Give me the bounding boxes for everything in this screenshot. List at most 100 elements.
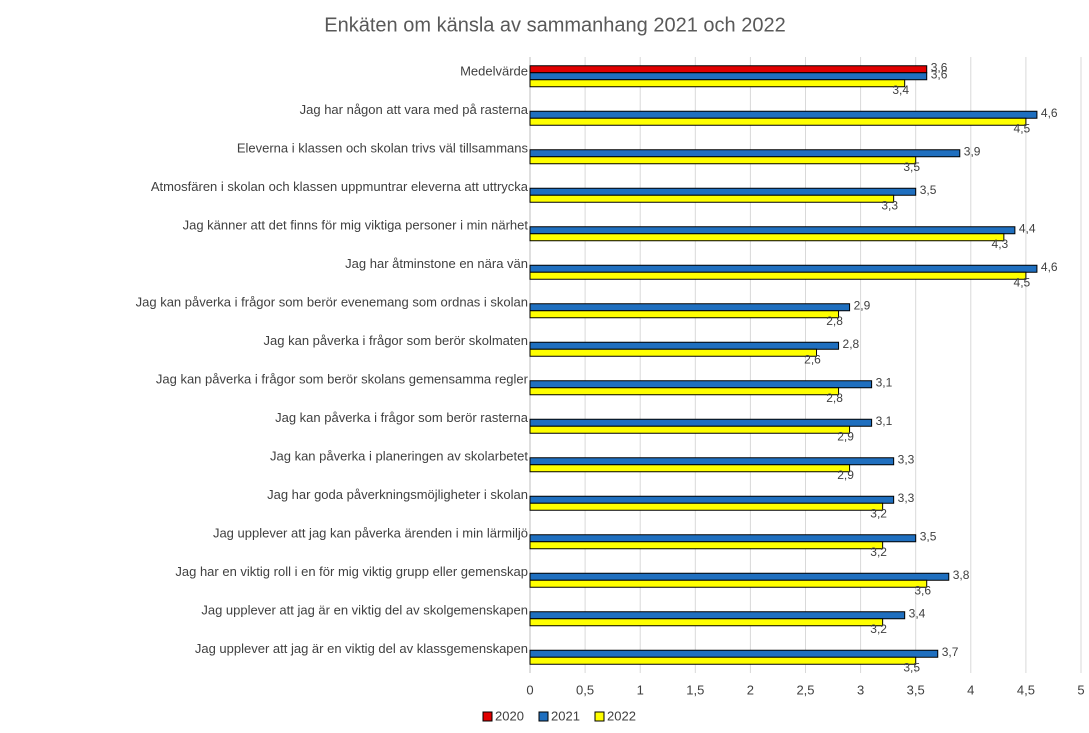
value-label: 4,6 bbox=[1041, 260, 1058, 274]
x-tick-label: 1 bbox=[637, 682, 644, 697]
value-label: 3,5 bbox=[903, 660, 920, 674]
legend-label: 2021 bbox=[551, 708, 580, 723]
value-label: 2,8 bbox=[826, 314, 843, 328]
bar bbox=[529, 187, 917, 196]
y-tick-label: Jag har goda påverkningsmöjligheter i sk… bbox=[267, 487, 528, 502]
bar bbox=[529, 387, 840, 396]
bar bbox=[529, 341, 840, 350]
value-label: 2,9 bbox=[837, 429, 854, 443]
value-label: 3,3 bbox=[898, 452, 915, 466]
value-label: 3,6 bbox=[931, 67, 948, 81]
legend-swatch bbox=[594, 711, 605, 722]
bar bbox=[529, 303, 851, 312]
value-label: 2,8 bbox=[843, 337, 860, 351]
y-tick-label: Jag kan påverka i planeringen av skolarb… bbox=[270, 449, 528, 464]
bar bbox=[529, 534, 917, 543]
bar bbox=[529, 502, 884, 511]
bar bbox=[529, 572, 950, 581]
bar bbox=[529, 149, 961, 158]
x-tick-label: 2,5 bbox=[796, 682, 814, 697]
y-tick-label: Jag känner att det finns för mig viktiga… bbox=[183, 218, 529, 233]
value-label: 3,6 bbox=[914, 583, 931, 597]
bar bbox=[529, 380, 873, 389]
bar bbox=[529, 110, 1038, 119]
value-label: 3,4 bbox=[892, 83, 909, 97]
bar bbox=[529, 618, 884, 627]
value-label: 4,6 bbox=[1041, 106, 1058, 120]
bar bbox=[529, 310, 840, 319]
y-tick-label: Jag upplever att jag är en viktig del av… bbox=[201, 603, 528, 618]
x-tick-label: 2 bbox=[747, 682, 754, 697]
value-label: 3,5 bbox=[920, 183, 937, 197]
value-label: 2,9 bbox=[837, 468, 854, 482]
bar bbox=[529, 79, 906, 88]
bar bbox=[529, 271, 1027, 280]
bar bbox=[529, 611, 906, 620]
value-label: 3,5 bbox=[920, 529, 937, 543]
y-tick-label: Jag kan påverka i frågor som berör skolm… bbox=[264, 333, 528, 348]
x-tick-label: 4,5 bbox=[1017, 682, 1035, 697]
bar bbox=[529, 72, 928, 81]
value-label: 3,6 bbox=[931, 60, 948, 74]
bar bbox=[529, 425, 851, 434]
bar bbox=[529, 65, 928, 74]
legend-label: 2020 bbox=[495, 708, 524, 723]
value-label: 3,1 bbox=[876, 414, 893, 428]
value-label: 3,7 bbox=[942, 645, 959, 659]
bar bbox=[529, 495, 895, 504]
value-label: 3,2 bbox=[870, 622, 887, 636]
x-tick-label: 3 bbox=[857, 682, 864, 697]
value-label: 3,8 bbox=[953, 568, 970, 582]
bar bbox=[529, 649, 939, 658]
bar bbox=[529, 156, 917, 165]
value-label: 4,4 bbox=[1019, 221, 1036, 235]
legend-swatch bbox=[538, 711, 549, 722]
x-tick-label: 1,5 bbox=[686, 682, 704, 697]
y-tick-label: Jag upplever att jag är en viktig del av… bbox=[195, 641, 528, 656]
value-label: 3,2 bbox=[870, 545, 887, 559]
value-label: 3,1 bbox=[876, 375, 893, 389]
y-tick-label: Jag kan påverka i frågor som berör evene… bbox=[136, 295, 528, 310]
value-label: 3,5 bbox=[903, 160, 920, 174]
x-tick-label: 3,5 bbox=[907, 682, 925, 697]
value-label: 4,5 bbox=[1014, 275, 1031, 289]
x-tick-label: 5 bbox=[1077, 682, 1084, 697]
x-tick-label: 0,5 bbox=[576, 682, 594, 697]
y-tick-label: Jag har någon att vara med på rasterna bbox=[300, 102, 529, 117]
bar bbox=[529, 264, 1038, 273]
y-tick-label: Eleverna i klassen och skolan trivs väl … bbox=[237, 141, 529, 156]
bar bbox=[529, 579, 928, 588]
y-tick-label: Jag har åtminstone en nära vän bbox=[345, 256, 528, 271]
legend-label: 2022 bbox=[607, 708, 636, 723]
value-label: 3,4 bbox=[909, 606, 926, 620]
bar bbox=[529, 656, 917, 665]
y-tick-label: Atmosfären i skolan och klassen uppmuntr… bbox=[151, 179, 529, 194]
legend-swatch bbox=[482, 711, 493, 722]
value-label: 2,6 bbox=[804, 352, 821, 366]
value-label: 2,9 bbox=[854, 298, 871, 312]
y-tick-label: Jag har en viktig roll i en för mig vikt… bbox=[175, 564, 528, 579]
value-label: 3,9 bbox=[964, 144, 981, 158]
chart-title: Enkäten om känsla av sammanhang 2021 och… bbox=[324, 14, 785, 36]
x-tick-label: 4 bbox=[967, 682, 974, 697]
bar bbox=[529, 464, 851, 473]
value-label: 3,2 bbox=[870, 506, 887, 520]
bar bbox=[529, 457, 895, 466]
y-tick-label: Jag kan påverka i frågor som berör raste… bbox=[275, 410, 529, 425]
y-tick-label: Jag upplever att jag kan påverka ärenden… bbox=[213, 526, 528, 541]
y-tick-label: Medelvärde bbox=[460, 64, 528, 79]
bar bbox=[529, 194, 895, 203]
value-label: 2,8 bbox=[826, 391, 843, 405]
y-tick-label: Jag kan påverka i frågor som berör skola… bbox=[156, 372, 529, 387]
value-label: 4,3 bbox=[992, 237, 1009, 251]
x-tick-label: 0 bbox=[526, 682, 533, 697]
bar bbox=[529, 117, 1027, 126]
bar bbox=[529, 226, 1016, 235]
bar bbox=[529, 418, 873, 427]
bar bbox=[529, 233, 1005, 242]
value-label: 3,3 bbox=[881, 198, 898, 212]
bar bbox=[529, 541, 884, 550]
bar bbox=[529, 348, 818, 357]
value-label: 3,3 bbox=[898, 491, 915, 505]
